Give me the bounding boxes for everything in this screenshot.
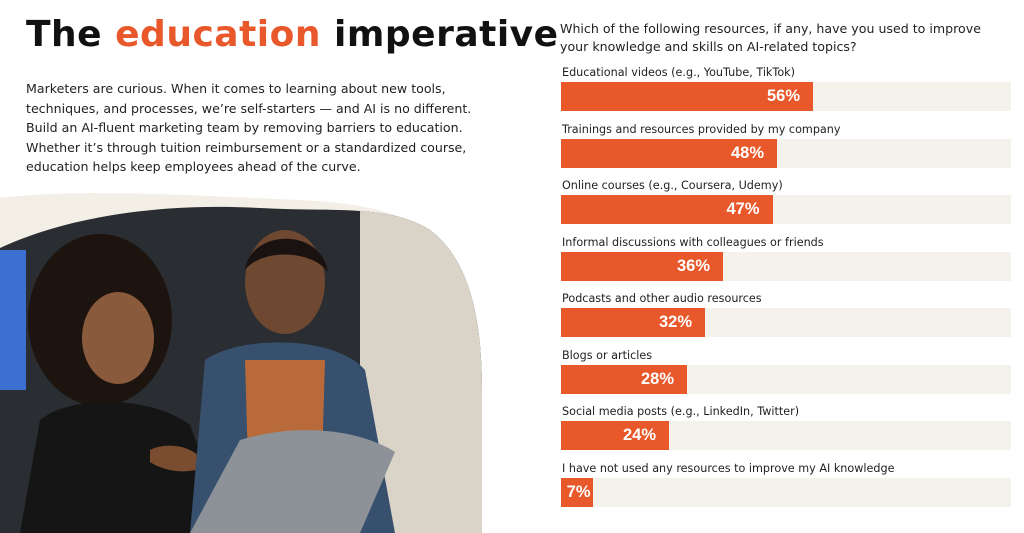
chart-title: Which of the following resources, if any…	[560, 21, 981, 54]
chart-row: Social media posts (e.g., LinkedIn, Twit…	[561, 401, 1011, 457]
chart-row: I have not used any resources to improve…	[561, 458, 1011, 514]
bar	[561, 477, 593, 507]
chart-row: Educational videos (e.g., YouTube, TikTo…	[561, 62, 1011, 118]
bar	[561, 364, 687, 394]
bar-value-label: 56%	[766, 87, 800, 105]
bar	[561, 138, 777, 168]
bar-value-label: 48%	[730, 143, 764, 162]
bar	[561, 308, 705, 337]
title-accent-word: education	[115, 14, 321, 55]
bar	[561, 82, 813, 111]
title-part2: imperative	[321, 14, 559, 55]
bar-track	[561, 477, 1011, 507]
chart-row: Online courses (e.g., Coursera, Udemy) 47…	[561, 175, 1011, 231]
bar-value-label: 36%	[676, 256, 710, 275]
person-left-hand	[150, 445, 205, 472]
bar-value-label: 24%	[622, 426, 656, 444]
person-left-face	[82, 292, 154, 384]
bar-category-label: Social media posts (e.g., LinkedIn, Twit…	[562, 405, 800, 418]
bar-category-label: Podcasts and other audio resources	[562, 292, 762, 305]
chart-row: Blogs or articles 28%	[561, 345, 1011, 401]
bar-category-label: I have not used any resources to improve…	[562, 461, 895, 475]
bar-chart: Educational videos (e.g., YouTube, TikTo…	[561, 62, 1011, 522]
laptop	[190, 430, 395, 533]
chart-row: Podcasts and other audio resources 32%	[561, 288, 1011, 344]
bar-value-label: 32%	[658, 313, 692, 331]
intro-paragraph: Marketers are curious. When it comes to …	[26, 81, 472, 174]
bar-category-label: Educational videos (e.g., YouTube, TikTo…	[562, 66, 796, 79]
bar-category-label: Online courses (e.g., Coursera, Udemy)	[562, 179, 783, 192]
bar-category-label: Blogs or articles	[562, 348, 653, 362]
page-title: The education imperative	[26, 14, 559, 55]
chart-row: Informal discussions with colleagues or …	[561, 232, 1011, 288]
bar-value-label: 28%	[640, 369, 674, 388]
bar-value-label: 7%	[566, 482, 591, 501]
person-left-body	[20, 401, 230, 533]
bar-category-label: Informal discussions with colleagues or …	[562, 235, 824, 249]
title-part1: The	[26, 14, 116, 55]
bar	[561, 421, 669, 450]
people-photo	[0, 193, 482, 533]
person-right-hair	[245, 238, 328, 272]
chart-row: Trainings and resources provided by my c…	[561, 119, 1011, 175]
bar	[561, 251, 723, 281]
bar-category-label: Trainings and resources provided by my c…	[562, 122, 841, 136]
bar	[561, 195, 773, 224]
bar-value-label: 47%	[726, 200, 760, 218]
